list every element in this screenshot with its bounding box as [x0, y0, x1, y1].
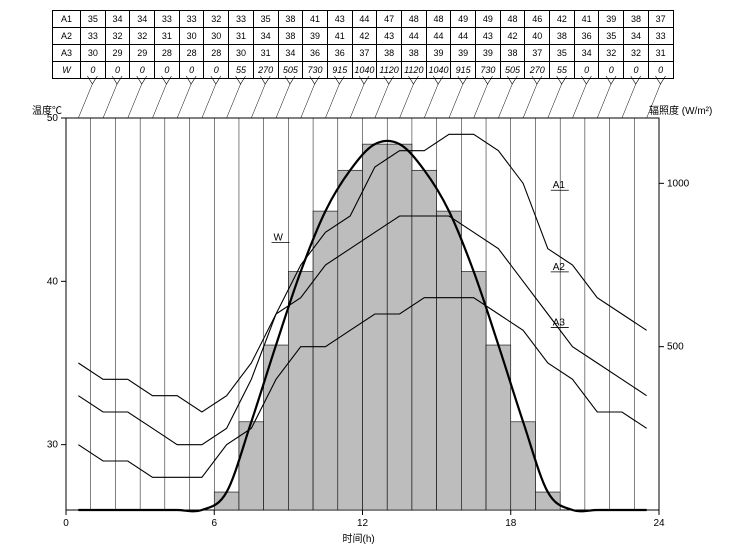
- y-axis-right-label: 辐照度 (W/m²): [649, 102, 712, 117]
- x-tick-6: 6: [211, 518, 217, 529]
- yr-tick-500: 500: [667, 342, 684, 353]
- y-axis-left-label: 温度℃: [32, 102, 62, 117]
- chart: 061218243040505001000WA1A2A3: [0, 0, 736, 560]
- x-axis-label: 时间(h): [343, 530, 375, 545]
- series-label-W: W: [274, 233, 284, 244]
- series-label-A2: A2: [553, 262, 566, 273]
- series-label-A3: A3: [553, 317, 566, 328]
- x-tick-12: 12: [357, 518, 369, 529]
- yr-tick-1000: 1000: [667, 178, 690, 189]
- series-label-A1: A1: [553, 180, 566, 191]
- x-tick-24: 24: [653, 518, 665, 529]
- column-pointers: [78, 76, 665, 118]
- yl-tick-40: 40: [47, 276, 59, 287]
- x-tick-18: 18: [505, 518, 517, 529]
- irradiance-bars: [214, 144, 560, 510]
- x-tick-0: 0: [63, 518, 69, 529]
- yl-tick-30: 30: [47, 440, 59, 451]
